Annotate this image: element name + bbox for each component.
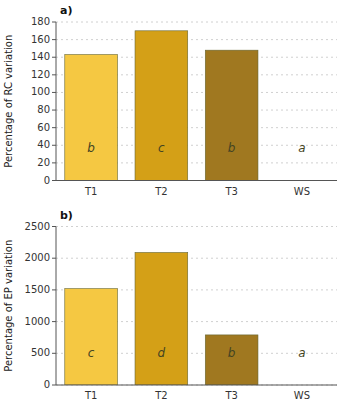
y-tick-label: 100 — [31, 86, 50, 97]
y-tick-label: 160 — [31, 34, 50, 45]
bar — [135, 31, 188, 181]
y-tick-label: 20 — [37, 157, 50, 168]
y-axis-label: Percentage of EP variation — [3, 240, 14, 372]
y-tick — [52, 180, 56, 181]
grid-line — [56, 180, 337, 181]
panel-title: a) — [60, 4, 72, 17]
y-axis — [56, 22, 57, 181]
bar — [205, 50, 258, 180]
grid-line — [56, 226, 337, 227]
y-tick — [52, 162, 56, 163]
panel-title: b) — [60, 209, 73, 222]
y-tick-label: 180 — [31, 16, 50, 27]
x-tick-label: T3 — [224, 186, 237, 197]
annotation: a — [298, 141, 305, 155]
y-tick — [52, 258, 56, 259]
y-tick-label: 1000 — [25, 316, 50, 327]
y-tick — [52, 226, 56, 227]
y-tick — [52, 321, 56, 322]
y-tick-label: 60 — [37, 122, 50, 133]
bar — [205, 335, 258, 385]
bar — [65, 55, 118, 181]
y-tick — [52, 145, 56, 146]
grid-line — [56, 39, 337, 40]
y-tick — [52, 39, 56, 40]
y-tick-label: 80 — [37, 104, 50, 115]
annotation: b — [228, 346, 236, 360]
y-tick — [52, 57, 56, 58]
annotation: b — [228, 141, 236, 155]
panel: 0 500 1000 1500 2000 2500 T1 T2 T3 WS c d b a Percenta… — [3, 209, 337, 402]
y-tick-label: 2000 — [25, 252, 50, 263]
y-tick — [52, 289, 56, 290]
y-tick-label: 120 — [31, 69, 50, 80]
y-tick — [52, 385, 56, 386]
x-tick-label: T1 — [84, 186, 97, 197]
annotation: c — [158, 141, 165, 155]
y-tick-label: 0 — [44, 175, 50, 186]
chart-root: 0 20 40 60 80 100 120 140 160 180 T1 T2 T3 WS b c b a Perc… — [0, 0, 347, 409]
x-tick-label: WS — [294, 390, 310, 401]
x-tick-label: T2 — [154, 186, 167, 197]
y-tick-label: 0 — [44, 379, 50, 390]
bars — [65, 31, 258, 181]
x-tick-label: WS — [294, 186, 310, 197]
x-axis — [56, 385, 337, 386]
grid-line — [56, 22, 337, 23]
annotation: d — [158, 346, 166, 360]
panel: 0 20 40 60 80 100 120 140 160 180 T1 T2 T3 WS b c b a Perc… — [3, 4, 337, 197]
y-tick-label: 500 — [31, 347, 50, 358]
x-axis — [56, 180, 337, 181]
y-tick — [52, 92, 56, 93]
x-tick-label: T1 — [84, 390, 97, 401]
y-tick-label: 40 — [37, 139, 50, 150]
grid-line — [56, 385, 337, 386]
y-tick-label: 1500 — [25, 284, 50, 295]
annotation: a — [298, 346, 305, 360]
bar — [65, 289, 118, 385]
grid-line — [56, 258, 337, 259]
y-tick — [52, 353, 56, 354]
background — [0, 0, 347, 409]
y-axis — [56, 227, 57, 386]
y-tick — [52, 22, 56, 23]
y-tick — [52, 127, 56, 128]
bar — [135, 252, 188, 385]
bars — [65, 252, 258, 385]
y-tick-label: 140 — [31, 51, 50, 62]
y-tick — [52, 74, 56, 75]
y-tick — [52, 110, 56, 111]
annotation: c — [88, 346, 95, 360]
annotation: b — [87, 141, 95, 155]
y-tick-label: 2500 — [25, 221, 50, 232]
y-axis-label: Percentage of RC variation — [3, 35, 14, 168]
x-tick-label: T3 — [224, 390, 237, 401]
x-tick-label: T2 — [154, 390, 167, 401]
